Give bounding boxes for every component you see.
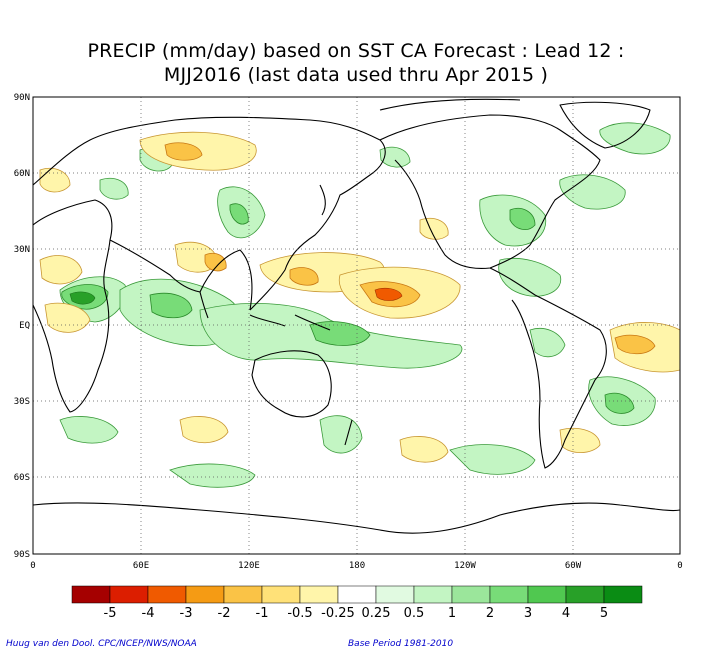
legend-swatch	[261, 585, 301, 604]
legend-tick-label: 1	[448, 606, 456, 621]
map-frame	[32, 96, 681, 555]
legend-tick-label: -0.25	[321, 606, 355, 621]
legend-swatch	[527, 585, 567, 604]
credit-text: Huug van den Dool. CPC/NCEP/NWS/NOAA	[6, 639, 197, 649]
coastlines	[33, 98, 680, 534]
map-title-line-1: PRECIP (mm/day) based on SST CA Forecast…	[87, 40, 625, 62]
longitude-label: 60W	[565, 561, 582, 571]
latitude-label: 30S	[14, 397, 30, 407]
strong-dry-anomaly-contours	[374, 287, 403, 301]
legend-swatch	[71, 585, 111, 604]
legend-swatch	[185, 585, 225, 604]
longitude-label: 120W	[454, 561, 476, 571]
max-wet-anomaly-contours	[69, 291, 96, 305]
graticule	[33, 97, 680, 554]
legend-tick-label: -1	[256, 606, 269, 621]
longitude-label: 60E	[133, 561, 149, 571]
map-title-line-2: MJJ2016 (last data used thru Apr 2015 )	[163, 64, 549, 86]
legend-tick-label: -5	[104, 606, 117, 621]
legend-tick-label: -3	[180, 606, 193, 621]
latitude-label: EQ	[19, 321, 30, 331]
legend-tick-label: 4	[562, 606, 570, 621]
legend-swatch	[223, 585, 263, 604]
color-legend: -5 -4 -3 -2 -1 -0.5 -0.25 0.25 0.5 1 2 3 4 5	[71, 585, 643, 621]
legend-swatch	[337, 585, 377, 604]
longitude-label: 0	[30, 561, 35, 571]
legend-tick-label: -4	[142, 606, 155, 621]
legend-swatch	[451, 585, 491, 604]
legend-swatch	[489, 585, 529, 604]
legend-swatch	[147, 585, 187, 604]
latitude-labels: 90N 60N 30N EQ 30S 60S 90S	[14, 93, 30, 560]
latitude-label: 30N	[14, 245, 30, 255]
legend-tick-label: 5	[600, 606, 608, 621]
longitude-labels: 0 60E 120E 180 120W 60W 0	[30, 561, 682, 571]
legend-tick-label: 3	[524, 606, 532, 621]
legend-swatch	[375, 585, 415, 604]
latitude-label: 60N	[14, 169, 30, 179]
moderate-dry-anomaly-contours	[164, 142, 656, 355]
legend-tick-label: 2	[486, 606, 494, 621]
latitude-label: 90N	[14, 93, 30, 103]
base-period-text: Base Period 1981-2010	[348, 639, 454, 649]
legend-tick-label: 0.5	[404, 606, 425, 621]
latitude-label: 60S	[14, 473, 30, 483]
longitude-label: 180	[349, 561, 365, 571]
legend-tick-label: -2	[218, 606, 231, 621]
legend-swatch	[413, 585, 453, 604]
strong-wet-anomaly-contours	[61, 203, 635, 414]
legend-swatch	[299, 585, 339, 604]
longitude-label: 120E	[238, 561, 260, 571]
legend-swatch	[565, 585, 605, 604]
legend-tick-label: -0.5	[287, 606, 312, 621]
wet-anomaly-contours	[59, 122, 671, 488]
legend-swatch	[603, 585, 643, 604]
legend-tick-label: 0.25	[362, 606, 391, 621]
legend-swatch	[109, 585, 149, 604]
latitude-label: 90S	[14, 550, 30, 560]
map-plot-area	[33, 97, 680, 554]
longitude-label: 0	[677, 561, 682, 571]
